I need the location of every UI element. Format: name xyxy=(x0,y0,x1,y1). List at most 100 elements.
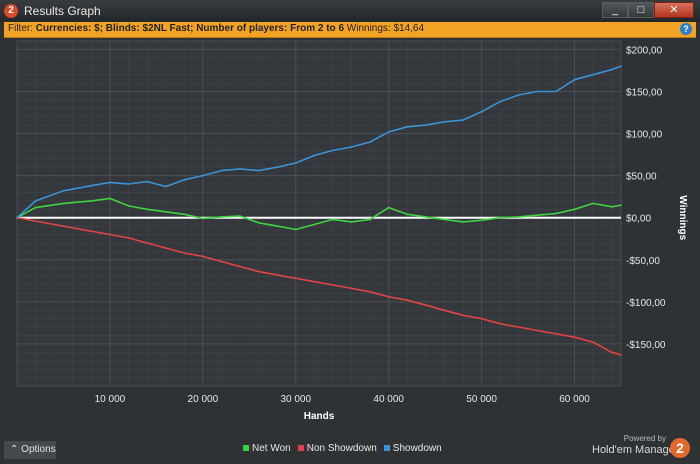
data-point-showdown xyxy=(620,65,622,68)
data-point-net-won xyxy=(620,204,622,206)
data-point-net-won xyxy=(350,221,353,223)
data-point-net-won xyxy=(164,211,167,213)
data-point-showdown xyxy=(350,146,353,148)
product-name: Hold'em Manager xyxy=(592,444,679,456)
data-point-net-won xyxy=(146,208,148,211)
data-point-showdown xyxy=(90,184,93,187)
data-point-showdown xyxy=(276,166,278,169)
data-point-non-showdown xyxy=(620,354,622,356)
data-point-non-showdown xyxy=(517,326,520,328)
data-point-showdown xyxy=(332,149,334,152)
data-point-showdown xyxy=(555,90,557,93)
x-tick-label: 40 000 xyxy=(373,394,404,405)
data-point-non-showdown xyxy=(480,317,483,320)
data-point-non-showdown xyxy=(536,329,539,332)
chart-legend: Net Won Non Showdown Showdown xyxy=(243,443,449,454)
legend-item-showdown: Showdown xyxy=(383,443,442,454)
data-point-net-won xyxy=(220,216,223,218)
data-point-net-won xyxy=(90,200,93,202)
data-point-showdown xyxy=(592,73,594,76)
options-label: Options xyxy=(21,444,56,455)
y-tick-label: -$50,00 xyxy=(626,256,660,267)
close-button[interactable]: ✕ xyxy=(654,2,694,18)
data-point-non-showdown xyxy=(462,314,464,317)
legend-label: Non Showdown xyxy=(306,443,377,454)
maximize-button[interactable]: □ xyxy=(628,2,654,18)
data-point-showdown xyxy=(517,94,520,96)
data-point-showdown xyxy=(16,216,18,219)
data-point-showdown xyxy=(499,100,502,103)
data-point-non-showdown xyxy=(369,290,371,293)
data-point-net-won xyxy=(592,202,594,205)
data-point-non-showdown xyxy=(332,284,334,286)
data-point-non-showdown xyxy=(202,255,204,258)
legend-item-non-showdown: Non Showdown xyxy=(297,443,377,454)
data-point-showdown xyxy=(480,110,483,113)
hm2-logo-icon: 2 xyxy=(670,438,690,458)
app-logo-icon: 2 xyxy=(4,4,18,18)
data-point-showdown xyxy=(536,90,539,93)
y-axis-title: Winnings xyxy=(677,195,688,240)
data-point-net-won xyxy=(369,218,371,221)
data-point-non-showdown xyxy=(239,265,241,268)
data-point-net-won xyxy=(257,221,260,224)
data-point-net-won xyxy=(406,213,409,216)
data-point-net-won xyxy=(610,205,613,208)
filter-summary: Filter: Currencies: $; Blinds: $2NL Fast… xyxy=(8,23,424,34)
data-point-showdown xyxy=(202,174,204,177)
results-chart: 10 000 20 000 30 000 40 000 50 000 60 000 $200… xyxy=(16,40,688,422)
window-controls: _ □ ✕ xyxy=(602,2,694,18)
data-point-non-showdown xyxy=(34,220,37,222)
y-tick-label: -$150,00 xyxy=(626,340,666,351)
data-point-non-showdown xyxy=(387,296,390,298)
data-point-non-showdown xyxy=(610,351,613,354)
filter-bar[interactable]: Filter: Currencies: $; Blinds: $2NL Fast… xyxy=(4,22,696,38)
data-point-showdown xyxy=(369,141,371,143)
data-point-showdown xyxy=(109,181,111,184)
data-point-showdown xyxy=(183,179,186,181)
data-point-showdown xyxy=(387,131,390,133)
data-point-showdown xyxy=(425,124,427,126)
data-point-net-won xyxy=(332,218,334,221)
y-tick-label: $50,00 xyxy=(626,172,657,183)
data-point-non-showdown xyxy=(350,287,353,290)
title-bar[interactable]: 2 Results Graph _ □ ✕ xyxy=(0,0,700,22)
data-point-non-showdown xyxy=(183,252,186,254)
legend-swatch xyxy=(383,444,390,451)
chevron-up-icon: ⌃ xyxy=(10,444,19,455)
data-point-net-won xyxy=(239,215,241,217)
data-point-showdown xyxy=(462,119,464,121)
data-point-showdown xyxy=(62,189,65,192)
options-button[interactable]: ⌃ Options xyxy=(4,441,56,459)
data-point-showdown xyxy=(127,183,130,185)
data-point-net-won xyxy=(443,218,446,221)
data-point-non-showdown xyxy=(220,260,223,263)
data-point-showdown xyxy=(239,168,241,170)
y-tick-label: $0,00 xyxy=(626,214,651,225)
data-point-net-won xyxy=(294,228,297,231)
data-point-non-showdown xyxy=(499,322,502,325)
data-point-net-won xyxy=(127,205,130,207)
legend-item-net-won: Net Won xyxy=(243,443,291,454)
minimize-button[interactable]: _ xyxy=(602,2,628,18)
data-point-non-showdown xyxy=(573,336,576,338)
data-point-net-won xyxy=(480,219,483,222)
y-tick-label: $100,00 xyxy=(626,130,663,141)
legend-label: Net Won xyxy=(252,443,291,454)
data-point-net-won xyxy=(202,217,204,220)
data-point-net-won xyxy=(109,197,111,200)
data-point-net-won xyxy=(387,206,390,209)
filter-criteria: Currencies: $; Blinds: $2NL Fast; Number… xyxy=(35,23,344,34)
data-point-net-won xyxy=(62,202,65,205)
y-tick-label: $200,00 xyxy=(626,45,663,56)
data-point-non-showdown xyxy=(62,225,65,227)
data-point-net-won xyxy=(536,214,539,216)
data-point-net-won xyxy=(499,216,502,219)
x-tick-label: 60 000 xyxy=(559,394,590,405)
data-point-net-won xyxy=(313,223,316,226)
help-icon[interactable]: ? xyxy=(680,23,692,35)
data-point-showdown xyxy=(443,120,446,123)
filter-winnings: Winnings: $14,64 xyxy=(346,23,425,34)
x-tick-label: 20 000 xyxy=(188,394,219,405)
data-point-non-showdown xyxy=(443,309,446,312)
